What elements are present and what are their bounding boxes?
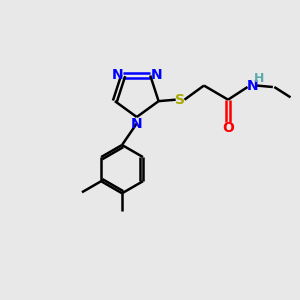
Text: N: N (246, 79, 258, 92)
Text: H: H (254, 72, 264, 85)
Text: N: N (111, 68, 123, 82)
Text: O: O (222, 121, 234, 135)
Text: N: N (151, 68, 162, 82)
Text: N: N (131, 117, 143, 131)
Text: S: S (175, 93, 185, 107)
